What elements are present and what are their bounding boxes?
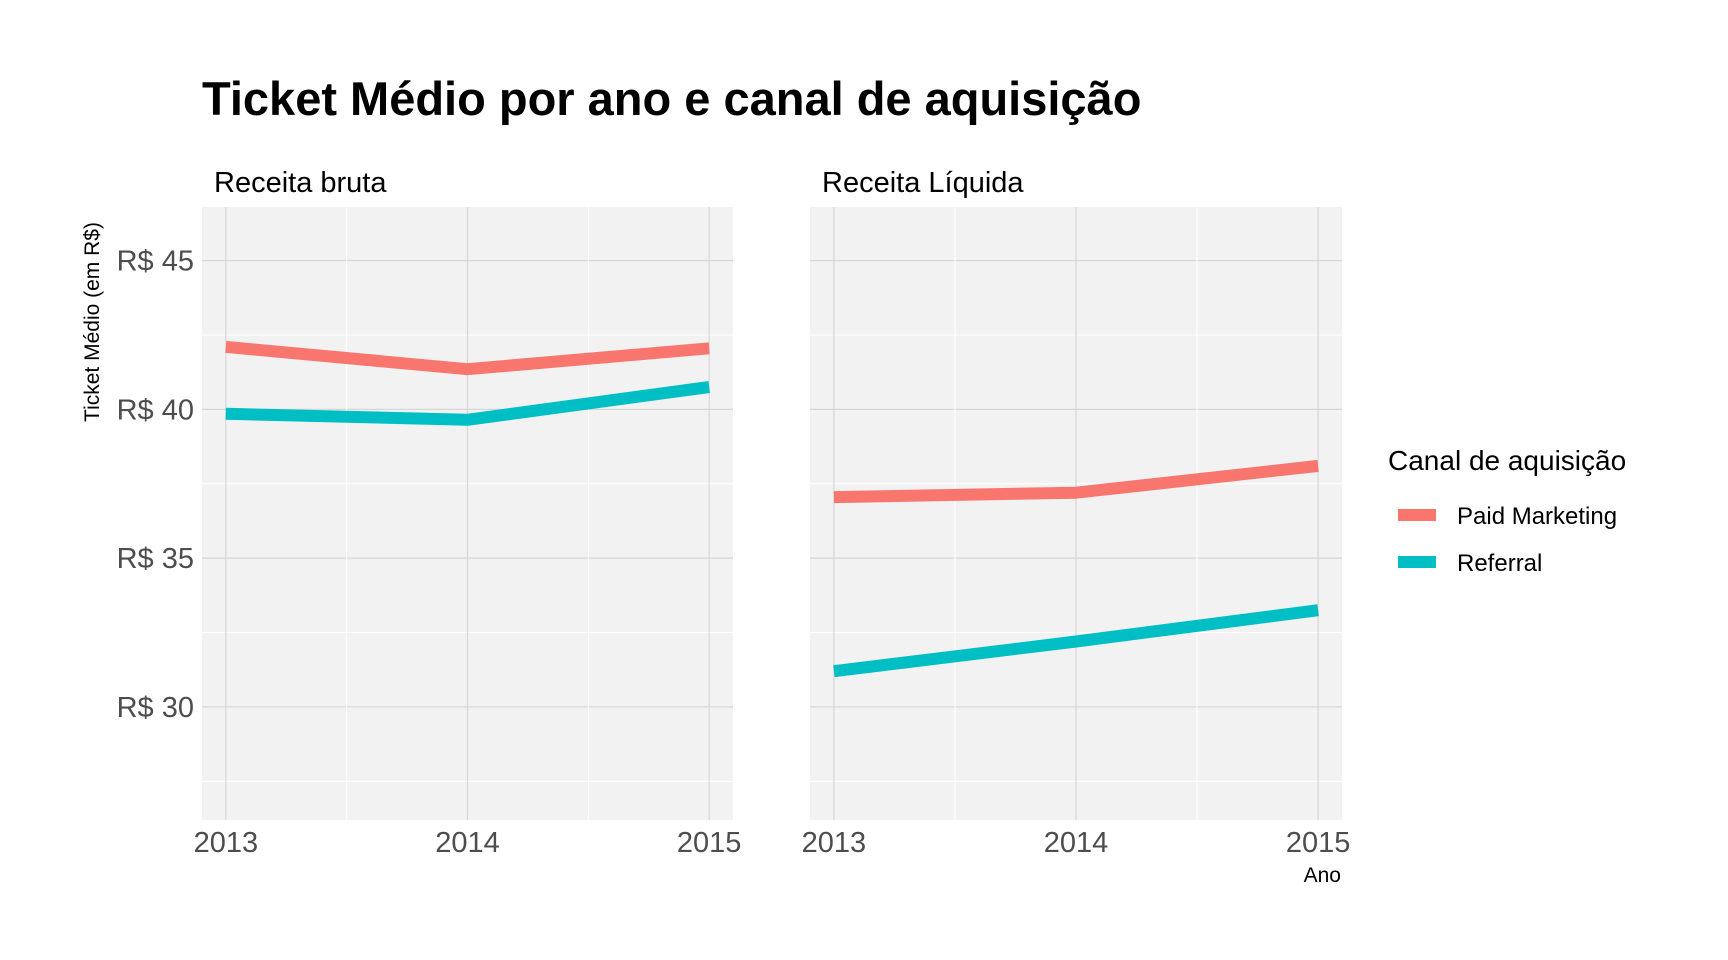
x-tick-label: 2015 — [677, 827, 742, 859]
legend-title: Canal de aquisição — [1388, 445, 1626, 476]
legend-label: Referral — [1457, 550, 1542, 577]
series-line-paid-marketing — [225, 340, 710, 376]
legend-items: Paid Marketing Referral — [1398, 503, 1617, 577]
x-tick-label: 2013 — [802, 827, 867, 859]
y-tick-label: R$ 40 — [117, 394, 194, 426]
y-tick-label: R$ 45 — [117, 246, 194, 278]
panel-title: Receita Líquida — [822, 167, 1024, 199]
x-tick-label: 2014 — [1044, 827, 1109, 859]
legend-item: Paid Marketing — [1398, 503, 1617, 530]
y-axis-label: Ticket Médio (em R$) — [81, 222, 104, 422]
legend-item: Referral — [1398, 550, 1542, 577]
series-line-referral — [833, 604, 1319, 678]
series-line-paid-marketing — [833, 459, 1319, 504]
y-tick-label: R$ 35 — [117, 543, 194, 575]
legend-label: Paid Marketing — [1457, 503, 1617, 530]
facet-panels: Receita bruta 2013 2014 2015 R$ 30 R$ 35 R$ 40… — [117, 167, 1351, 859]
x-tick-label: 2015 — [1286, 827, 1351, 859]
y-tick-label: R$ 30 — [117, 692, 194, 724]
facet-panel: Receita Líquida 2013 2014 2015 — [802, 167, 1351, 859]
chart-title: Ticket Médio por ano e canal de aquisiçã… — [202, 72, 1141, 125]
series-line-referral — [225, 381, 711, 426]
legend: Canal de aquisição Paid Marketing Referra… — [1388, 445, 1626, 577]
x-tick-label: 2013 — [194, 827, 259, 859]
x-axis-label: Ano — [1304, 864, 1341, 887]
facet-panel: Receita bruta 2013 2014 2015 R$ 30 R$ 35 R$ 40… — [117, 167, 742, 859]
panel-title: Receita bruta — [214, 167, 387, 199]
x-tick-label: 2014 — [435, 827, 500, 859]
